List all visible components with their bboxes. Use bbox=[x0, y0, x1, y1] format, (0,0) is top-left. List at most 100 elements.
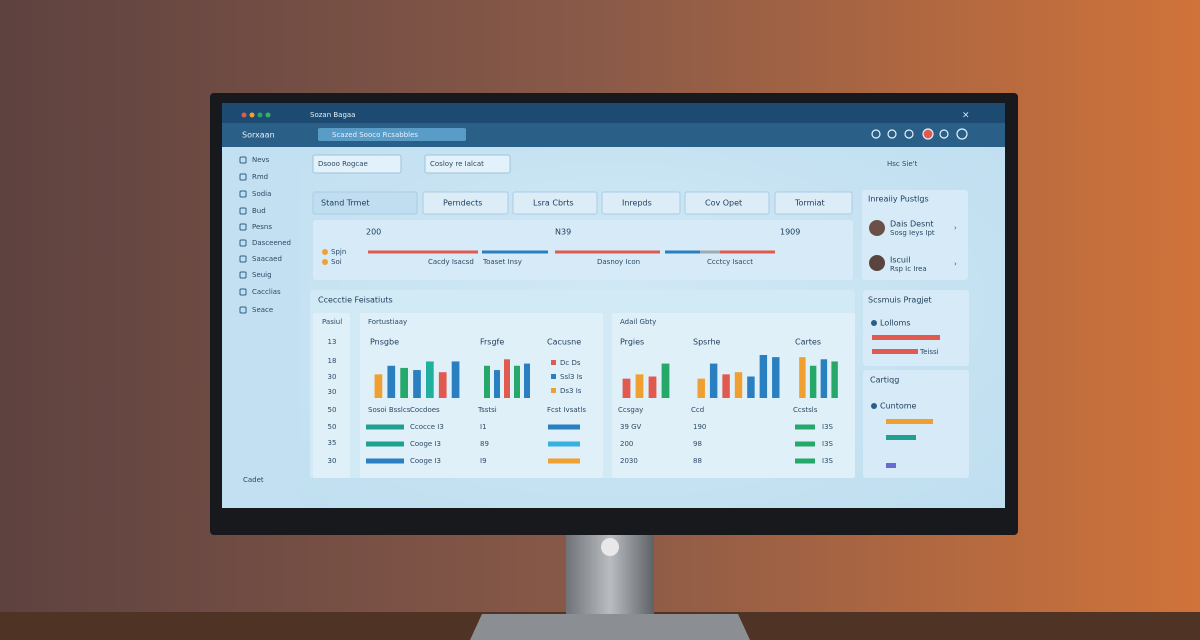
tab[interactable] bbox=[422, 191, 509, 215]
row-value: 88 bbox=[693, 457, 702, 465]
row-value: 98 bbox=[693, 440, 702, 448]
tab-label: Perndects bbox=[443, 199, 482, 208]
tab-label: Tormiat bbox=[794, 199, 825, 208]
nav-item: Dasceened bbox=[252, 239, 291, 247]
row-number: 30 bbox=[328, 457, 337, 465]
chart-title: Cartes bbox=[795, 338, 821, 347]
timeline-mark: 1909 bbox=[780, 228, 800, 237]
row-bar bbox=[795, 441, 815, 447]
nav-icon[interactable] bbox=[239, 288, 247, 296]
legend-swatch bbox=[551, 388, 556, 393]
row-number: 30 bbox=[328, 373, 337, 381]
bar bbox=[709, 363, 718, 398]
tab[interactable] bbox=[601, 191, 681, 215]
row-bar bbox=[366, 458, 404, 464]
window-dot[interactable] bbox=[241, 112, 247, 118]
nav-icon[interactable] bbox=[239, 190, 247, 198]
row-value: 190 bbox=[693, 423, 706, 431]
row-bar bbox=[366, 424, 404, 430]
timeline-mark: N39 bbox=[555, 228, 571, 237]
row-label: 200 bbox=[620, 440, 633, 448]
nav-icon[interactable] bbox=[239, 271, 247, 279]
app-name: Sorxaan bbox=[242, 131, 275, 140]
tab-label: Inrepds bbox=[622, 199, 652, 208]
sidebar bbox=[222, 147, 300, 508]
chart-caption: Ccstsls bbox=[793, 406, 818, 414]
row-bar bbox=[795, 424, 815, 430]
title-bar bbox=[222, 103, 1005, 123]
chart-caption: Fcst Ivsatls bbox=[547, 406, 586, 414]
nav-item: Bud bbox=[252, 207, 266, 215]
window-dot[interactable] bbox=[257, 112, 263, 118]
bar bbox=[387, 365, 396, 398]
tab[interactable] bbox=[312, 191, 418, 215]
bar bbox=[635, 374, 644, 398]
chevron[interactable]: › bbox=[954, 260, 957, 268]
nav-item: Nevs bbox=[252, 156, 270, 164]
person-name: Iscuil bbox=[890, 256, 910, 265]
row-label: 2030 bbox=[620, 457, 638, 465]
search-text: Scazed Sooco Rcsabbles bbox=[332, 131, 418, 139]
search-box[interactable] bbox=[318, 128, 466, 141]
bar bbox=[759, 355, 768, 398]
group-title: Fortustiaay bbox=[368, 318, 407, 326]
chart-caption: Ccd bbox=[691, 406, 704, 414]
timeline-caption: Cacdy Isacsd bbox=[428, 258, 474, 266]
chart-caption: Ccsgay bbox=[618, 406, 643, 414]
tab[interactable] bbox=[512, 191, 598, 215]
filter-dropdown[interactable] bbox=[312, 154, 402, 174]
report-left bbox=[313, 313, 350, 478]
tab-label: Cov Opet bbox=[705, 199, 742, 208]
decor-bars bbox=[322, 220, 940, 468]
row-number: 50 bbox=[328, 406, 337, 414]
nav-icon[interactable] bbox=[239, 207, 247, 215]
bar bbox=[451, 361, 460, 398]
bar bbox=[504, 359, 510, 398]
window-dot[interactable] bbox=[249, 112, 255, 118]
bar bbox=[494, 370, 500, 398]
report-group bbox=[612, 313, 855, 478]
nav-icon[interactable] bbox=[239, 173, 247, 181]
row-label: Cooge I3 bbox=[410, 457, 441, 465]
bar bbox=[831, 361, 838, 398]
row-value: I3S bbox=[822, 457, 834, 465]
row-label: 39 GV bbox=[620, 423, 642, 431]
row-number: 35 bbox=[328, 439, 337, 447]
close-icon[interactable]: × bbox=[962, 111, 970, 121]
panel-title: Cartiqg bbox=[870, 376, 899, 385]
row-bar bbox=[795, 458, 815, 464]
timeline-legend: Spjn bbox=[331, 248, 346, 256]
bar bbox=[809, 365, 817, 398]
nav-icon[interactable] bbox=[239, 255, 247, 263]
window-dot[interactable] bbox=[265, 112, 271, 118]
nav-item: Seace bbox=[252, 306, 273, 314]
bar bbox=[374, 374, 383, 398]
nav-item: Pesns bbox=[252, 223, 272, 231]
nav-item: Sodia bbox=[252, 190, 271, 198]
bar bbox=[772, 357, 780, 398]
projects-panel bbox=[863, 290, 969, 366]
person-name: Dais Desnt bbox=[890, 220, 933, 229]
nav-icon[interactable] bbox=[239, 223, 247, 231]
tab[interactable] bbox=[774, 191, 853, 215]
header-icons[interactable] bbox=[871, 128, 968, 140]
bar bbox=[661, 363, 670, 398]
bar bbox=[747, 376, 755, 398]
filter-label: Dsooo Rogcae bbox=[318, 160, 368, 168]
legend-item: Ssl3 Is bbox=[560, 373, 583, 381]
row-number: 13 bbox=[328, 338, 337, 346]
sort-dropdown[interactable] bbox=[424, 154, 511, 174]
sort-label: Cosloy re Ialcat bbox=[430, 160, 484, 168]
nav-icon[interactable] bbox=[239, 306, 247, 314]
nav-icon[interactable] bbox=[239, 156, 247, 164]
tab[interactable] bbox=[684, 191, 770, 215]
person-detail: Rsp Ic Irea bbox=[890, 265, 927, 273]
chevron[interactable]: › bbox=[954, 224, 957, 232]
bar bbox=[622, 378, 631, 398]
nav-icon[interactable] bbox=[239, 239, 247, 247]
timeline-caption: Toaset Insy bbox=[482, 258, 522, 266]
bar bbox=[413, 370, 421, 398]
bar bbox=[524, 363, 530, 398]
bar bbox=[400, 367, 408, 398]
